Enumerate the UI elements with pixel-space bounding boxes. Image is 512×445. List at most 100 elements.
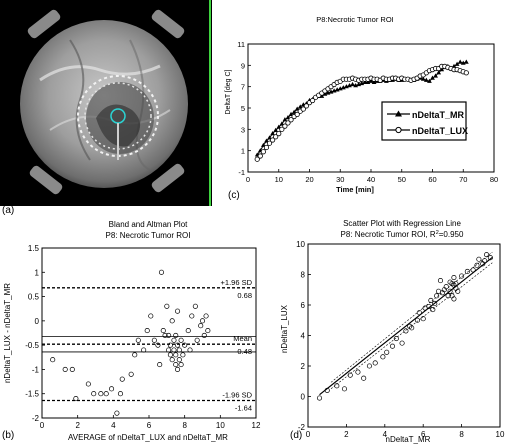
regression-xlabel: nDeltaT_MR: [386, 435, 431, 444]
y-tick-label: -1: [32, 365, 40, 374]
y-tick-label: -2: [298, 423, 306, 432]
y-tick-label: 0.5: [28, 293, 40, 302]
x-tick-label: 10: [216, 421, 225, 430]
data-point: [62, 366, 68, 372]
data-point: [393, 335, 399, 342]
calibration-pad: [29, 165, 63, 195]
data-point-mr: [359, 80, 365, 86]
data-point: [416, 310, 422, 316]
data-point-mr: [325, 90, 331, 95]
data-point: [169, 318, 175, 324]
data-point-lux: [300, 106, 306, 112]
data-point: [205, 328, 211, 334]
data-point: [334, 383, 340, 389]
x-tick-label: 2: [75, 421, 80, 430]
data-point: [50, 357, 56, 363]
data-point: [173, 332, 179, 338]
x-tick-label: 0: [246, 175, 250, 184]
data-point: [316, 395, 323, 401]
data-point-mr: [457, 59, 463, 64]
data-point: [464, 268, 470, 275]
bland-altman-chart: Bland and Altman Plot P8: Necrotic Tumor…: [3, 220, 261, 442]
x-tick-label: 70: [459, 175, 467, 184]
data-point: [459, 273, 465, 279]
calibration-pad: [27, 9, 61, 39]
panel-label-a: (a): [2, 205, 15, 216]
data-point-lux: [309, 97, 316, 104]
data-point: [132, 352, 138, 358]
data-point: [98, 391, 104, 397]
data-point-mr: [430, 75, 435, 80]
data-point-mr: [463, 59, 469, 64]
data-point: [148, 313, 154, 319]
data-point-mr: [328, 89, 334, 94]
x-tick-label: 50: [398, 175, 406, 184]
y-tick-label: -2: [32, 414, 40, 423]
panel-label-b: (b): [2, 430, 15, 441]
x-tick-label: 10: [275, 175, 283, 184]
data-point: [158, 269, 165, 275]
data-point-mr: [282, 117, 288, 122]
data-point-mr: [273, 127, 279, 132]
data-point: [178, 362, 184, 368]
data-point-lux: [294, 111, 300, 118]
data-point: [443, 284, 449, 290]
y-tick-label: 8: [301, 271, 306, 280]
reference-line-value: -1.64: [235, 404, 252, 413]
data-point: [144, 328, 150, 334]
x-tick-label: 4: [383, 430, 388, 439]
data-point: [174, 342, 181, 348]
data-point: [361, 375, 367, 381]
data-point: [160, 328, 166, 334]
legend-marker-lux: [395, 126, 402, 134]
mr-thermometry-image: [0, 0, 212, 206]
data-point: [176, 347, 182, 353]
data-point-lux: [273, 134, 279, 140]
timecourse-legend: nDeltaT_MR nDeltaT_LUX: [381, 101, 468, 141]
data-point: [180, 352, 186, 358]
panel-label-c: (c): [228, 190, 240, 201]
x-tick-label: 80: [490, 175, 498, 184]
data-point: [428, 297, 434, 303]
data-point: [174, 366, 181, 372]
y-tick-label: 1: [35, 268, 40, 277]
reference-line-label: -1.96 SD: [222, 391, 252, 400]
y-tick-label: 1.5: [28, 244, 40, 253]
data-point: [341, 386, 348, 392]
x-tick-label: 6: [421, 430, 426, 439]
data-point-mr: [356, 81, 362, 87]
data-point: [73, 396, 79, 402]
data-point: [167, 352, 173, 358]
data-point: [103, 391, 109, 397]
y-tick-label: 0: [301, 393, 306, 402]
regression-chart: Scatter Plot with Regression Line P8: Ne…: [280, 219, 505, 444]
bland-altman-subtitle: P8: Necrotic Tumor ROI: [106, 231, 191, 240]
y-tick-label: 9: [241, 61, 245, 70]
data-point-lux: [282, 123, 288, 129]
data-point: [434, 293, 440, 299]
bland-altman-ylabel: nDeltaT_LUX - nDeltaT_MR: [3, 283, 12, 383]
data-point: [114, 410, 120, 416]
data-point-mr: [423, 77, 429, 82]
data-point-lux: [269, 137, 276, 143]
data-point: [166, 332, 172, 338]
data-point-lux: [266, 140, 273, 146]
data-point: [151, 337, 157, 343]
confidence-band-line: [330, 251, 493, 383]
data-point: [199, 318, 206, 324]
data-point-mr: [433, 73, 438, 78]
data-point: [194, 337, 200, 343]
data-point-mr: [365, 79, 371, 84]
y-tick-label: -1.5: [25, 390, 39, 399]
data-point: [174, 308, 181, 314]
data-point: [470, 267, 476, 273]
data-point: [403, 328, 409, 334]
data-point: [85, 381, 91, 387]
data-point-mr: [331, 88, 337, 93]
data-point: [178, 337, 184, 343]
data-point: [187, 347, 193, 353]
data-point-lux: [285, 120, 291, 126]
x-tick-label: 0: [306, 430, 311, 439]
data-point: [355, 369, 361, 375]
x-tick-label: 8: [459, 430, 464, 439]
